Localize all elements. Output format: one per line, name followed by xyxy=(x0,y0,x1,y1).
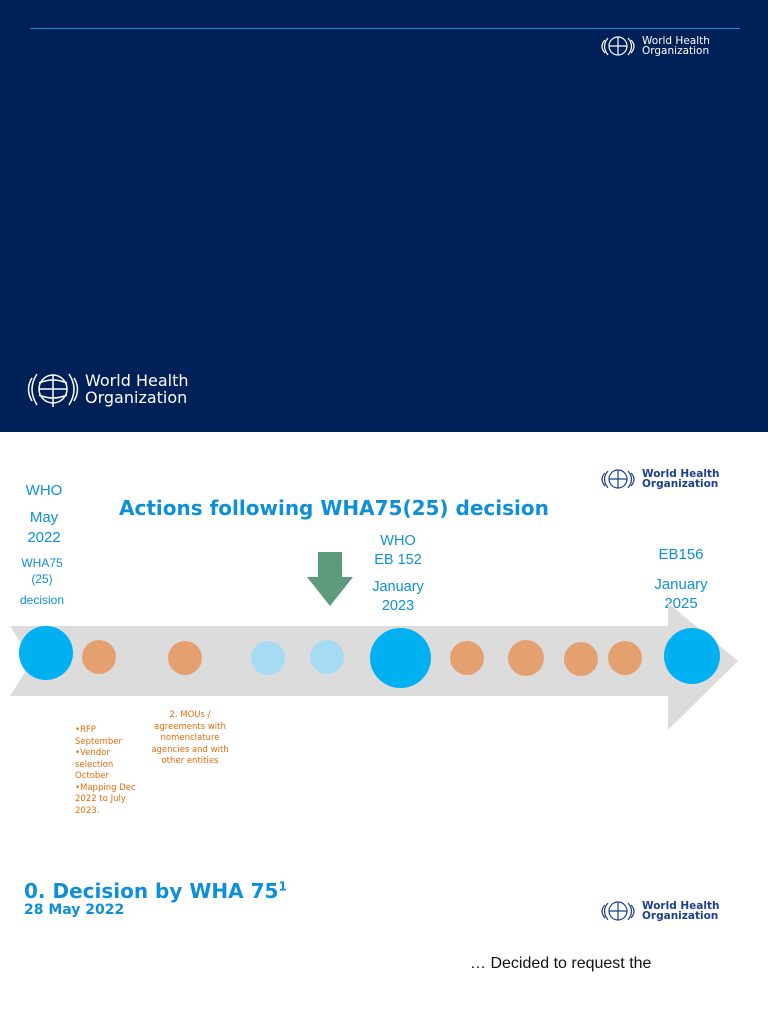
title-slide: World Health Organization World Health O… xyxy=(0,0,768,432)
activity-dot xyxy=(508,640,544,676)
mid-org: WHO xyxy=(380,533,416,549)
logo-line1: World Health xyxy=(642,899,720,912)
who-emblem-icon xyxy=(601,901,635,921)
logo-line2: Organization xyxy=(642,45,710,57)
timeline-title: Actions following WHA75(25) decision xyxy=(119,496,549,520)
decision-title: 0. Decision by WHA 751 xyxy=(24,879,287,903)
note-procurement: RFP September Vendor selection October M… xyxy=(75,725,137,817)
left-code3: decision xyxy=(19,593,65,607)
left-org: WHO xyxy=(25,482,63,499)
right-month: January xyxy=(654,576,708,593)
decision-title-text: 0. Decision by WHA 75 xyxy=(24,879,279,903)
logo-line1: World Health xyxy=(642,34,710,47)
pending-dot xyxy=(251,641,285,675)
milestone-dot-eb156 xyxy=(664,628,720,684)
left-code: WHA75 (25) decision xyxy=(12,555,72,608)
left-header: WHO May 2022 xyxy=(14,481,74,548)
left-year: 2022 xyxy=(27,529,61,546)
footnote-marker: 1 xyxy=(278,879,287,894)
logo-line1: World Health xyxy=(85,371,189,391)
milestone-dot-eb152 xyxy=(370,628,431,688)
who-logo-decision: World Health Organization xyxy=(598,898,719,924)
logo-line2: Organization xyxy=(642,910,719,922)
left-code1: WHA75 xyxy=(21,556,63,570)
right-header: EB156 January 2025 xyxy=(641,545,721,613)
who-logo-large: World Health Organization xyxy=(26,367,188,413)
note-mous: 2. MOUs / agreements with nomenclature a… xyxy=(151,710,229,766)
activity-dot xyxy=(82,640,116,674)
activity-dot xyxy=(564,642,598,676)
note-item: Vendor selection October xyxy=(75,748,137,783)
decision-date: 28 May 2022 xyxy=(24,902,125,918)
activity-dot xyxy=(450,641,484,675)
mid-month: January xyxy=(372,579,424,595)
logo-line2: Organization xyxy=(85,388,188,407)
who-logo-top: World Health Organization xyxy=(598,33,710,59)
down-arrow-icon xyxy=(307,552,353,606)
note-item: RFP September xyxy=(75,725,137,748)
logo-line2: Organization xyxy=(642,478,719,490)
who-emblem-icon xyxy=(601,36,635,56)
activity-dot xyxy=(168,641,202,675)
left-code2: (25) xyxy=(31,572,53,586)
pending-dot xyxy=(310,640,344,674)
who-logo-timeline: World Health Organization xyxy=(598,466,719,492)
milestone-dot-wha75 xyxy=(19,626,73,680)
left-month: May xyxy=(29,509,59,526)
logo-line1: World Health xyxy=(642,467,720,480)
who-emblem-icon xyxy=(27,373,79,407)
decision-body: … Decided to request the xyxy=(470,955,652,972)
mid-year: 2023 xyxy=(381,598,415,614)
right-meeting: EB156 xyxy=(658,546,704,563)
note-item: Mapping Dec 2022 to July 2023. xyxy=(75,783,137,818)
who-emblem-icon xyxy=(601,469,635,489)
mid-meeting: EB 152 xyxy=(374,552,422,568)
mid-header: WHO EB 152 January 2023 xyxy=(358,532,438,616)
activity-dot xyxy=(608,641,642,675)
header-rule xyxy=(30,28,740,29)
